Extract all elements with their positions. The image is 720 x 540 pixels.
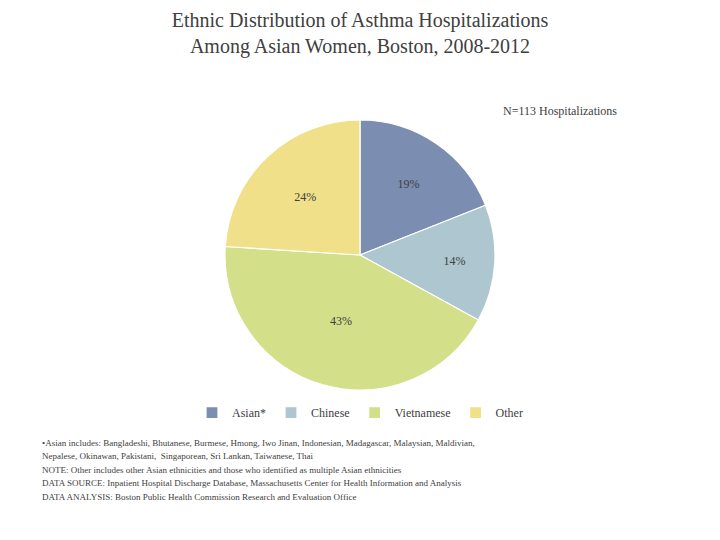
svg-text:24%: 24% bbox=[294, 190, 316, 204]
svg-text:DATA SOURCE: Inpatient Hospita: DATA SOURCE: Inpatient Hospital Discharg… bbox=[42, 478, 462, 488]
svg-text:•Asian includes: Bangladeshi,: •Asian includes: Bangladeshi, Bhutanese,… bbox=[42, 438, 475, 448]
svg-text:43%: 43% bbox=[330, 314, 352, 328]
svg-text:N=113 Hospitalizations: N=113 Hospitalizations bbox=[503, 104, 617, 118]
svg-text:Vietnamese: Vietnamese bbox=[395, 406, 451, 420]
svg-text:19%: 19% bbox=[398, 177, 420, 191]
svg-text:Asian*: Asian* bbox=[232, 406, 266, 420]
svg-text:Nepalese, Okinawan, Pakistani,: Nepalese, Okinawan, Pakistani, Singapore… bbox=[42, 451, 313, 461]
svg-text:Chinese: Chinese bbox=[311, 406, 350, 420]
svg-text:Other: Other bbox=[496, 406, 523, 420]
svg-text:DATA ANALYSIS: Boston Public H: DATA ANALYSIS: Boston Public Health Comm… bbox=[42, 492, 356, 502]
svg-text:NOTE: Other includes other Asi: NOTE: Other includes other Asian ethnici… bbox=[42, 465, 402, 475]
svg-text:Ethnic Distribution of Asthma: Ethnic Distribution of Asthma Hospitaliz… bbox=[172, 9, 549, 58]
svg-text:14%: 14% bbox=[443, 254, 465, 268]
